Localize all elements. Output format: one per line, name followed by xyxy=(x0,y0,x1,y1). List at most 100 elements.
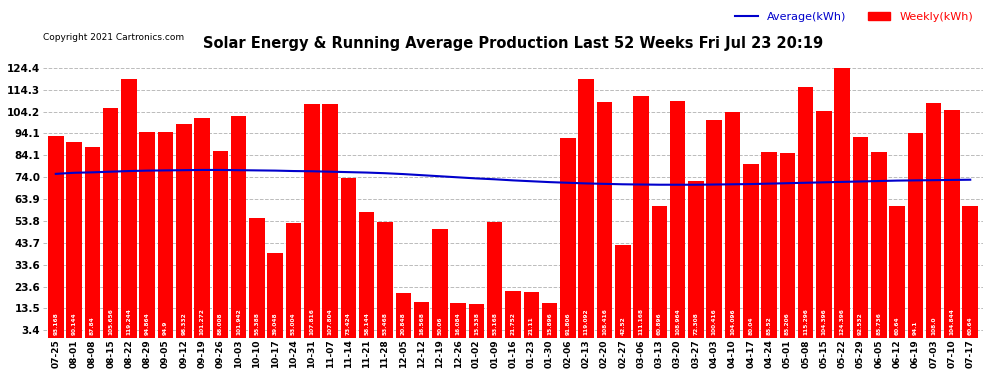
Bar xyxy=(231,117,247,338)
Text: 21.11: 21.11 xyxy=(529,316,534,334)
Bar xyxy=(707,120,722,338)
Text: 60.896: 60.896 xyxy=(656,312,662,334)
Bar xyxy=(341,178,356,338)
Bar xyxy=(395,292,411,338)
Bar xyxy=(450,303,466,338)
Text: 108.964: 108.964 xyxy=(675,308,680,334)
Text: 100.416: 100.416 xyxy=(712,308,717,334)
Bar xyxy=(213,151,228,338)
Bar xyxy=(634,96,648,338)
Text: 108.416: 108.416 xyxy=(602,308,607,334)
Text: 16.084: 16.084 xyxy=(455,312,460,334)
Bar xyxy=(505,291,521,338)
Text: 94.1: 94.1 xyxy=(913,320,918,334)
Text: 107.804: 107.804 xyxy=(328,308,333,334)
Bar xyxy=(871,152,887,338)
Text: 87.84: 87.84 xyxy=(90,316,95,334)
Bar xyxy=(835,68,850,338)
Text: 104.096: 104.096 xyxy=(730,308,735,334)
Bar xyxy=(688,181,704,338)
Text: 15.338: 15.338 xyxy=(474,312,479,334)
Text: 104.396: 104.396 xyxy=(822,308,827,334)
Text: 92.532: 92.532 xyxy=(858,312,863,334)
Bar xyxy=(962,206,978,338)
Bar xyxy=(359,211,374,338)
Bar xyxy=(779,153,795,338)
Text: 94.9: 94.9 xyxy=(163,320,168,334)
Bar xyxy=(743,164,758,338)
Bar xyxy=(194,118,210,338)
Bar xyxy=(615,246,631,338)
Text: 115.296: 115.296 xyxy=(803,308,808,334)
Text: 101.942: 101.942 xyxy=(237,308,242,334)
Text: 55.388: 55.388 xyxy=(254,312,259,334)
Bar xyxy=(432,229,447,338)
Text: 50.06: 50.06 xyxy=(438,316,443,334)
Text: 53.168: 53.168 xyxy=(492,312,497,334)
Bar xyxy=(761,152,777,338)
Bar xyxy=(944,110,959,338)
Bar xyxy=(725,112,741,338)
Bar xyxy=(249,217,264,338)
Text: 85.206: 85.206 xyxy=(785,312,790,334)
Bar xyxy=(597,102,612,338)
Bar xyxy=(323,104,338,338)
Text: 119.092: 119.092 xyxy=(584,308,589,334)
Text: 53.468: 53.468 xyxy=(382,312,387,334)
Text: 85.736: 85.736 xyxy=(876,312,881,334)
Bar xyxy=(267,253,283,338)
Text: 15.896: 15.896 xyxy=(547,312,552,334)
Text: 42.52: 42.52 xyxy=(621,316,626,334)
Bar xyxy=(560,138,575,338)
Bar xyxy=(468,304,484,338)
Bar xyxy=(103,108,119,338)
Bar xyxy=(286,223,301,338)
Text: 16.568: 16.568 xyxy=(419,312,424,334)
Text: 80.04: 80.04 xyxy=(748,316,753,334)
Bar xyxy=(852,137,868,338)
Text: 124.396: 124.396 xyxy=(840,308,844,334)
Text: 72.308: 72.308 xyxy=(693,312,698,334)
Text: 21.752: 21.752 xyxy=(511,312,516,334)
Bar xyxy=(48,135,63,338)
Text: 94.864: 94.864 xyxy=(145,312,149,334)
Text: 53.004: 53.004 xyxy=(291,312,296,334)
Bar xyxy=(140,132,155,338)
Text: 58.144: 58.144 xyxy=(364,312,369,334)
Bar xyxy=(578,79,594,338)
Bar xyxy=(798,87,814,338)
Text: 107.816: 107.816 xyxy=(309,308,315,334)
Text: 93.168: 93.168 xyxy=(53,312,58,334)
Bar xyxy=(908,134,923,338)
Bar xyxy=(66,142,82,338)
Text: 101.272: 101.272 xyxy=(200,308,205,334)
Bar xyxy=(157,132,173,338)
Text: 108.0: 108.0 xyxy=(932,316,937,334)
Bar xyxy=(542,303,557,338)
Text: 90.144: 90.144 xyxy=(71,312,76,334)
Text: 98.332: 98.332 xyxy=(181,312,186,334)
Text: 105.656: 105.656 xyxy=(108,308,113,334)
Bar xyxy=(304,104,320,338)
Text: 60.64: 60.64 xyxy=(968,316,973,334)
Bar xyxy=(524,292,540,338)
Bar xyxy=(926,103,941,338)
Title: Solar Energy & Running Average Production Last 52 Weeks Fri Jul 23 20:19: Solar Energy & Running Average Productio… xyxy=(203,36,823,51)
Bar xyxy=(84,147,100,338)
Text: 85.52: 85.52 xyxy=(766,316,771,334)
Text: 91.806: 91.806 xyxy=(565,312,570,334)
Text: 20.848: 20.848 xyxy=(401,312,406,334)
Legend: Average(kWh), Weekly(kWh): Average(kWh), Weekly(kWh) xyxy=(731,8,977,27)
Text: 119.244: 119.244 xyxy=(127,308,132,334)
Bar xyxy=(121,79,137,338)
Bar xyxy=(414,302,430,338)
Bar xyxy=(176,124,192,338)
Bar xyxy=(487,222,503,338)
Bar xyxy=(889,206,905,338)
Bar xyxy=(377,222,393,338)
Text: 60.64: 60.64 xyxy=(895,316,900,334)
Text: 104.844: 104.844 xyxy=(949,308,954,334)
Bar xyxy=(651,206,667,338)
Bar xyxy=(670,101,685,338)
Text: 73.424: 73.424 xyxy=(346,312,350,334)
